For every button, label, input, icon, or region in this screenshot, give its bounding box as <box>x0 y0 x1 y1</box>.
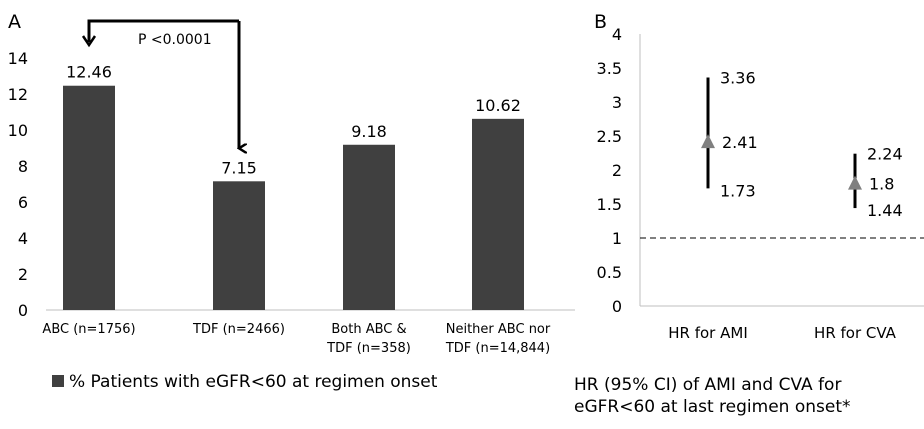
panel-b-y-tick-label: 0 <box>612 297 622 316</box>
category-label: TDF (n=14,844) <box>445 341 550 356</box>
panel-a-y-tick-label: 10 <box>8 121 28 140</box>
panel-b-category-label: HR for AMI <box>668 324 748 342</box>
panel-a-y-tick-label: 14 <box>8 49 28 68</box>
panel-b-y-tick-label: 2.5 <box>597 127 622 146</box>
panel-b-y-tick-label: 1.5 <box>597 195 622 214</box>
panel-b-y-tick-label: 4 <box>612 25 622 44</box>
category-label: TDF (n=358) <box>326 341 411 356</box>
panel-b-y-tick-label: 2 <box>612 161 622 180</box>
panel-a-y-tick-label: 2 <box>18 265 28 284</box>
ci-lower-label: 1.73 <box>720 181 756 200</box>
panel-b-category-label: HR for CVA <box>814 324 897 342</box>
hazard-ratio-label: 1.8 <box>869 175 894 194</box>
comparison-arrow <box>87 19 239 42</box>
panel-a-label: A <box>8 11 21 33</box>
panel-a-bar-chart: A 0 2 4 6 8 10 12 14 12.46 7.15 9.18 10.62 ABC (n=… <box>8 11 575 392</box>
panel-b-caption-line-1: HR (95% CI) of AMI and CVA for <box>574 375 841 395</box>
panel-b-y-tick-label: 1 <box>612 229 622 248</box>
panel-b-label: B <box>594 11 607 33</box>
p-value-text: P <0.0001 <box>138 32 212 48</box>
panel-b-caption-line-2: eGFR<60 at last regimen onset* <box>574 397 851 417</box>
p-value-annotation: P <0.0001 <box>81 19 239 148</box>
bar <box>213 181 265 310</box>
bar-data-label: 7.15 <box>221 158 257 177</box>
panel-b-y-axis: 0 0.5 1 1.5 2 2.5 3 3.5 4 <box>597 25 622 316</box>
ci-upper-label: 2.24 <box>867 145 903 164</box>
panel-a-y-tick-label: 12 <box>8 85 28 104</box>
panel-b-y-tick-label: 3.5 <box>597 59 622 78</box>
ci-upper-label: 3.36 <box>720 69 756 88</box>
category-label: Neither ABC nor <box>446 322 551 337</box>
panel-b-hazard-ratio-chart: B 0 0.5 1 1.5 2 2.5 3 3.5 4 3.36 2.41 1.73 2.24 1.8 1… <box>574 11 924 417</box>
panel-b-y-tick-label: 0.5 <box>597 263 622 282</box>
bar-data-label: 10.62 <box>475 96 521 115</box>
hazard-ratio-marker <box>848 175 862 190</box>
bar-data-label: 12.46 <box>66 63 112 82</box>
category-label: Both ABC & <box>331 322 406 337</box>
panel-a-legend: % Patients with eGFR<60 at regimen onset <box>52 372 438 392</box>
panel-b-y-tick-label: 3 <box>612 93 622 112</box>
category-label: TDF (n=2466) <box>192 322 285 337</box>
bar <box>472 118 524 310</box>
panel-b-category-labels: HR for AMI HR for CVA <box>668 324 896 342</box>
bar-data-label: 9.18 <box>351 122 387 141</box>
panel-b-points: 3.36 2.41 1.73 2.24 1.8 1.44 <box>701 69 903 220</box>
panel-a-y-tick-label: 6 <box>18 193 28 212</box>
bar <box>343 144 395 310</box>
hazard-ratio-marker <box>701 134 715 149</box>
bar <box>63 85 115 310</box>
panel-a-category-labels: ABC (n=1756) TDF (n=2466) Both ABC & TDF (n… <box>42 322 550 356</box>
legend-label: % Patients with eGFR<60 at regimen onset <box>69 372 438 392</box>
comparison-arrow-head-left <box>81 35 97 48</box>
category-label: ABC (n=1756) <box>42 322 135 337</box>
legend-swatch <box>52 375 64 387</box>
panel-a-y-tick-label: 0 <box>18 301 28 320</box>
panel-a-y-tick-label: 8 <box>18 157 28 176</box>
panel-a-y-tick-label: 4 <box>18 229 28 248</box>
panel-a-bars: 12.46 7.15 9.18 10.62 <box>63 63 524 310</box>
panel-a-y-axis: 0 2 4 6 8 10 12 14 <box>8 49 28 320</box>
ci-lower-label: 1.44 <box>867 201 903 220</box>
hazard-ratio-label: 2.41 <box>722 133 758 152</box>
